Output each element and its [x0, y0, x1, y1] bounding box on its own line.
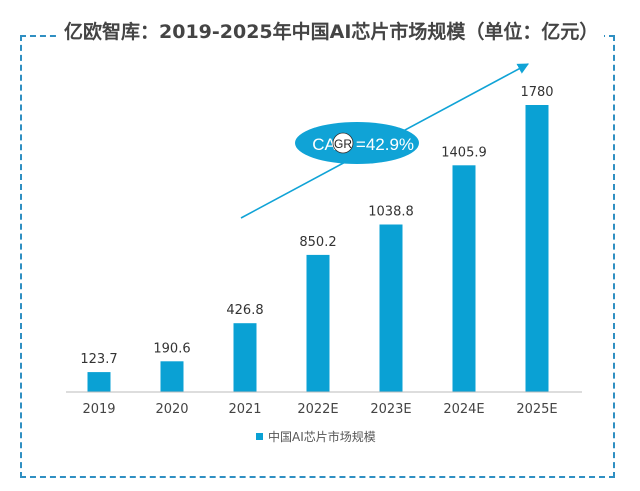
bar-2019	[87, 372, 111, 392]
gr-badge-text: GR	[334, 137, 352, 151]
data-label-2019: 123.7	[80, 352, 117, 367]
legend-swatch	[256, 433, 263, 440]
category-label-2023E: 2023E	[370, 402, 411, 417]
legend-label: 中国AI芯片市场规模	[268, 429, 376, 444]
cagr-text-after: =42.9%	[356, 135, 414, 154]
chart-title: 亿欧智库：2019-2025年中国AI芯片市场规模（单位：亿元）	[58, 15, 605, 49]
bar-2020	[160, 361, 184, 392]
bar-2022E	[306, 254, 330, 392]
data-label-2023E: 1038.8	[368, 205, 414, 220]
data-label-2024E: 1405.9	[441, 145, 487, 160]
category-label-2024E: 2024E	[443, 402, 484, 417]
bar-2023E	[379, 224, 403, 392]
category-label-2019: 2019	[82, 402, 115, 417]
category-label-2020: 2020	[155, 402, 188, 417]
bar-2024E	[452, 165, 476, 392]
cagr-ellipse	[295, 122, 419, 164]
bar-2025E	[525, 105, 549, 392]
cagr-text-before: CA	[312, 135, 336, 154]
bar-2021	[233, 323, 257, 392]
data-label-2020: 190.6	[153, 341, 190, 356]
data-label-2022E: 850.2	[299, 235, 336, 250]
data-label-2025E: 1780	[520, 85, 553, 100]
category-label-2022E: 2022E	[297, 402, 338, 417]
category-label-2021: 2021	[228, 402, 261, 417]
category-label-2025E: 2025E	[516, 402, 557, 417]
data-label-2021: 426.8	[226, 303, 263, 318]
gr-badge-circle	[332, 132, 354, 154]
